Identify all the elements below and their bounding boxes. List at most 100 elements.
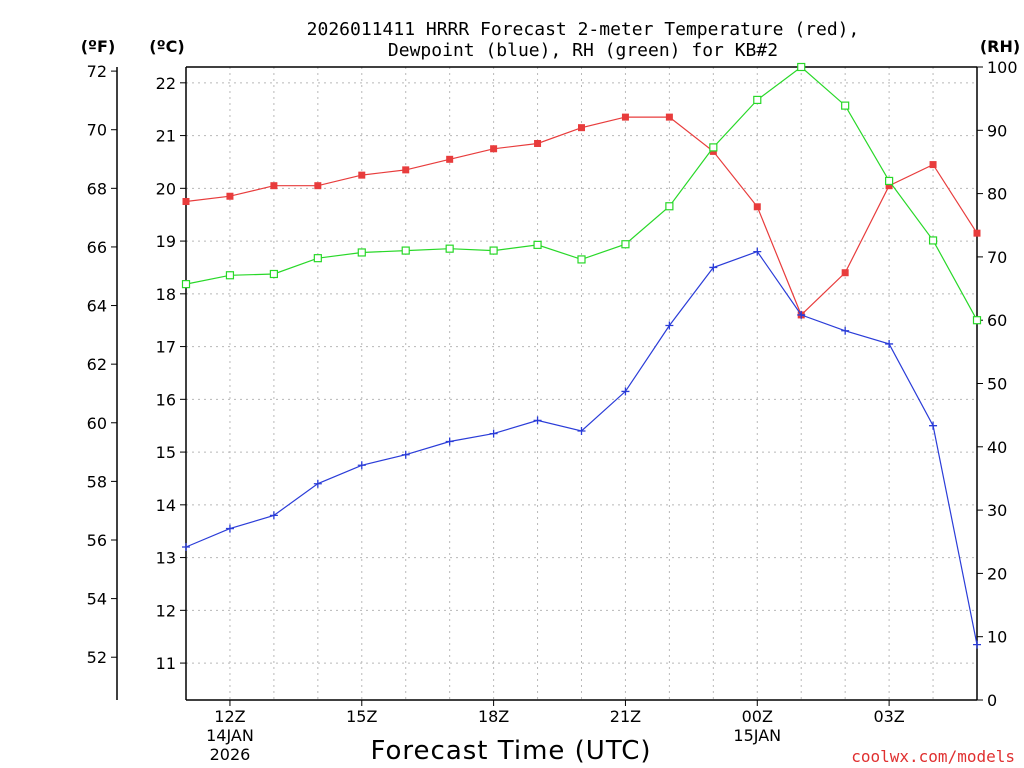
dewpoint-point <box>841 326 850 335</box>
fahrenheit-tick-label: 68 <box>87 179 107 198</box>
fahrenheit-tick-label: 70 <box>87 121 107 140</box>
x-axis-label: Forecast Time (UTC) <box>370 736 651 766</box>
fahrenheit-tick-label: 58 <box>87 472 107 491</box>
rh-tick-label: 50 <box>987 375 1007 394</box>
temperature-point <box>973 229 981 237</box>
fahrenheit-tick-label: 52 <box>87 648 107 667</box>
celsius-tick-label: 20 <box>156 179 176 198</box>
celsius-tick-label: 19 <box>156 232 176 251</box>
rh-point <box>577 255 586 264</box>
dewpoint-point <box>533 416 542 425</box>
temperature-point <box>182 198 190 206</box>
rh-point <box>225 271 235 280</box>
temperature-point <box>270 182 278 190</box>
temperature-point <box>226 192 234 200</box>
fahrenheit-tick-label: 56 <box>87 531 107 550</box>
temperature-point <box>314 182 322 190</box>
rh-tick-label: 30 <box>987 501 1007 520</box>
rh-point <box>753 95 762 105</box>
celsius-tick-label: 16 <box>156 390 176 409</box>
fahrenheit-unit-label: (ºF) <box>81 37 116 56</box>
fahrenheit-tick-label: 60 <box>87 414 107 433</box>
celsius-tick-label: 22 <box>156 74 176 93</box>
rh-tick-label: 80 <box>987 185 1007 204</box>
rh-point <box>181 280 191 289</box>
x-tick-label: 03Z <box>873 707 904 726</box>
rh-point <box>709 143 718 152</box>
dewpoint-point <box>182 543 190 552</box>
tick-labels: 11 12 13 14 15 16 17 18 19 20 21 22 52 54 56 58 60 62 64 66… <box>87 58 1018 764</box>
chart-title-line-2: Dewpoint (blue), RH (green) for KB#2 <box>388 40 778 61</box>
x-tick-date-label: 14JAN <box>206 726 254 745</box>
series-lines <box>181 62 982 649</box>
dewpoint-point <box>885 339 894 348</box>
temperature-point <box>885 182 893 190</box>
dewpoint-point <box>577 426 586 435</box>
dewpoint-markers <box>182 247 981 649</box>
x-tick-label: 18Z <box>478 707 509 726</box>
dewpoint-point <box>797 310 806 319</box>
axes <box>111 66 983 706</box>
rh-point <box>885 176 894 186</box>
chart-title-line-1: 2026011411 HRRR Forecast 2-meter Tempera… <box>307 19 860 40</box>
rh-point <box>401 246 410 255</box>
temperature-point <box>841 269 849 277</box>
dewpoint-point <box>225 524 234 533</box>
celsius-tick-label: 14 <box>156 496 176 515</box>
temperature-point <box>621 113 629 121</box>
dewpoint-point <box>445 437 454 446</box>
rh-markers <box>181 62 982 325</box>
x-tick-year-label: 2026 <box>210 745 251 764</box>
celsius-tick-label: 15 <box>156 443 176 462</box>
rh-tick-label: 60 <box>987 311 1007 330</box>
rh-point <box>313 254 322 263</box>
rh-point <box>445 244 454 253</box>
x-tick-date-label: 15JAN <box>733 726 781 745</box>
rh-tick-label: 70 <box>987 248 1007 267</box>
celsius-tick-label: 13 <box>156 549 176 568</box>
rh-tick-label: 10 <box>987 628 1007 647</box>
rh-point <box>841 101 850 110</box>
celsius-tick-label: 12 <box>156 601 176 620</box>
x-tick-label: 21Z <box>610 707 641 726</box>
x-tick-label: 12Z <box>214 707 245 726</box>
dewpoint-point <box>401 450 410 459</box>
temperature-point <box>578 124 585 132</box>
rh-tick-label: 90 <box>987 121 1007 140</box>
celsius-tick-label: 18 <box>156 285 176 304</box>
temperature-markers <box>182 113 981 319</box>
temperature-point <box>490 145 498 153</box>
temperature-point <box>358 171 366 179</box>
fahrenheit-tick-label: 62 <box>87 355 107 374</box>
rh-point <box>533 240 542 249</box>
rh-point <box>972 316 982 325</box>
dewpoint-point <box>753 247 762 256</box>
rh-tick-label: 100 <box>987 58 1018 77</box>
rh-point <box>269 269 278 279</box>
dewpoint-point <box>269 511 278 520</box>
rh-point <box>357 248 366 257</box>
x-tick-label: 00Z <box>742 707 773 726</box>
rh-point <box>797 62 806 72</box>
temperature-point <box>402 166 410 174</box>
fahrenheit-tick-label: 72 <box>87 62 107 81</box>
temperature-point <box>446 155 454 163</box>
rh-point <box>621 240 630 249</box>
rh-tick-label: 20 <box>987 564 1007 583</box>
fahrenheit-tick-label: 54 <box>87 590 107 609</box>
grid-lines <box>186 67 977 700</box>
celsius-unit-label: (ºC) <box>149 37 184 56</box>
temperature-point <box>534 139 542 147</box>
rh-unit-label: (RH) <box>980 37 1020 56</box>
dewpoint-point <box>489 429 498 438</box>
rh-point <box>489 246 498 255</box>
celsius-tick-label: 21 <box>156 127 176 146</box>
celsius-tick-label: 17 <box>156 338 176 357</box>
rh-point <box>665 202 674 211</box>
rh-point <box>928 236 938 245</box>
dewpoint-point <box>313 479 322 488</box>
dewpoint-point <box>665 321 674 330</box>
temperature-point <box>929 161 937 169</box>
temperature-point <box>665 113 673 121</box>
